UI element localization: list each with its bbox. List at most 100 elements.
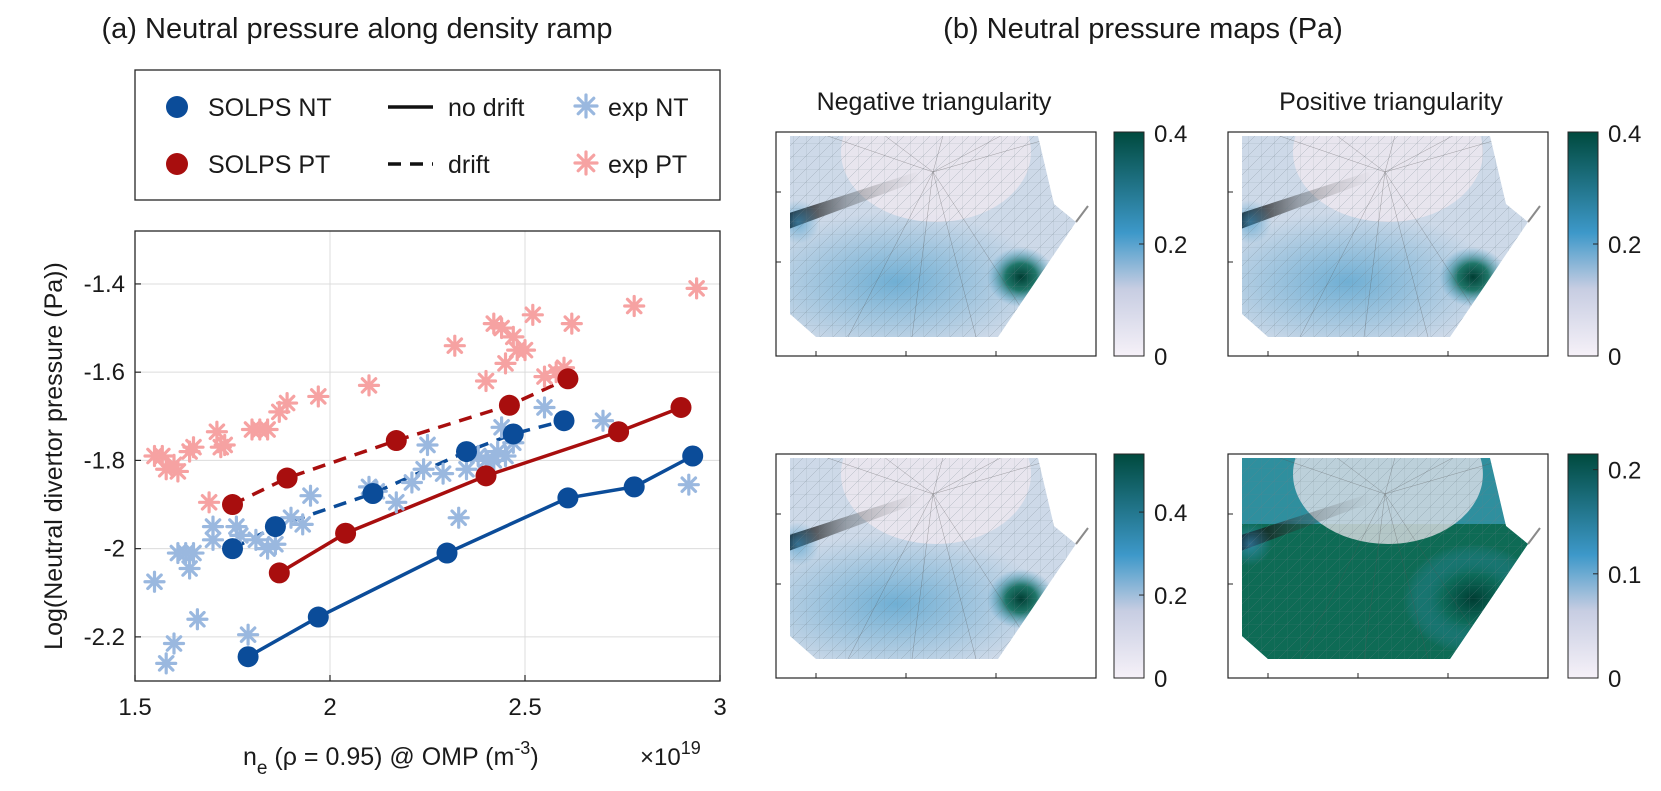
exp-pt-point	[151, 444, 174, 468]
solps-pt-drift-point	[557, 368, 579, 390]
map-field	[790, 458, 1076, 659]
colorbar-tick-label: 0.2	[1154, 583, 1187, 610]
legend-label-solps-pt: SOLPS PT	[208, 151, 330, 179]
solps-nt-no-drift-point	[623, 476, 645, 498]
column-title-positive: Positive triangularity	[1279, 88, 1503, 116]
x-multiplier-base: ×10	[640, 744, 681, 771]
map-mesh	[790, 458, 1076, 659]
exp-nt-point	[182, 541, 205, 565]
pressure-map-3: 0 0.2 0.4	[775, 453, 1187, 693]
map-flux-line	[932, 493, 977, 659]
exp-nt-point	[162, 632, 186, 655]
map-flux-line	[911, 493, 934, 659]
x-tick-label: 1.5	[118, 694, 151, 721]
plot-frame	[134, 230, 721, 682]
map-flux-line	[1384, 136, 1397, 173]
exp-pt-point	[443, 334, 466, 357]
solps-nt-no-drift-point	[557, 487, 579, 509]
panel-a-title: (a) Neutral pressure along density ramp	[102, 13, 613, 45]
axis-ticks: 1.5 2 2.5 3 -2.2 -2 -1.8 -1.6 -1.4	[84, 271, 727, 721]
legend-marker-solps-pt	[166, 153, 188, 175]
legend-label-exp-pt: exp PT	[608, 151, 687, 179]
solps-nt-drift-point	[264, 516, 286, 538]
colorbar: 0 0.2 0.4	[1567, 121, 1641, 371]
map-field	[790, 136, 1076, 337]
y-tick-label: -2	[104, 536, 125, 563]
pressure-map-2: 0 0.2 0.4	[1227, 121, 1641, 371]
colorbar-tick-label: 0	[1608, 344, 1621, 371]
exp-nt-point	[400, 471, 423, 494]
map-flux-line	[1384, 493, 1429, 659]
map-flux-line	[932, 136, 1009, 173]
chart-a: 1.5 2 2.5 3 -2.2 -2 -1.8 -1.6 -1.4 Log(Neutral d…	[40, 230, 727, 779]
colorbar-tick-label: 0.2	[1608, 458, 1641, 485]
exp-nt-point	[494, 444, 517, 468]
exp-nt-point	[299, 484, 322, 507]
solps-pt-drift-point	[276, 467, 298, 489]
pressure-map-1: 0 0.2 0.4	[775, 121, 1187, 371]
map-flux-line	[1363, 171, 1386, 337]
x-multiplier-exp: 19	[681, 738, 701, 758]
exp-pt-point	[521, 303, 544, 326]
map-flux-line	[815, 458, 934, 495]
solps-nt-drift-point	[222, 538, 243, 560]
solps-nt-drift-point	[553, 410, 575, 432]
exp-pt-point	[490, 316, 513, 340]
map-flux-line	[911, 171, 934, 337]
map-flux-line	[932, 458, 1009, 495]
solps-nt-no-drift-point	[307, 606, 329, 628]
legend-label-no-drift: no drift	[448, 94, 524, 122]
map-flux-line	[1299, 493, 1386, 659]
solps-pt-drift-point	[222, 494, 243, 516]
exp-pt-point	[685, 277, 708, 300]
x-label-n: n	[243, 743, 257, 771]
solps-pt-no-drift-point	[608, 421, 630, 443]
legend-marker-exp-pt	[573, 150, 599, 176]
column-title-negative: Negative triangularity	[817, 88, 1052, 116]
colorbar-bar	[1567, 453, 1599, 679]
solps-nt-no-drift-point	[436, 542, 458, 564]
solps-pt-drift-point	[498, 394, 520, 416]
exp-nt-point	[432, 462, 455, 485]
colorbar-tick-label: 0.1	[1608, 562, 1641, 589]
exp-nt-point	[264, 533, 287, 556]
map-flux-line	[932, 136, 945, 173]
legend-marker-exp-nt	[573, 93, 599, 119]
exp-pt-point	[182, 436, 205, 459]
solps-pt-no-drift-point	[335, 522, 357, 544]
legend-star-exp-pt	[573, 150, 599, 176]
map-flux-line	[815, 136, 934, 173]
y-axis-label: Log(Neutral divertor pressure (Pa))	[40, 262, 68, 650]
y-tick-label: -1.6	[84, 359, 125, 386]
solps-nt-no-drift-line	[247, 454, 694, 659]
colorbar-tick-label: 0.4	[1608, 121, 1641, 148]
y-tick-label: -1.8	[84, 447, 125, 474]
exp-nt-point	[237, 623, 260, 646]
map-flux-line	[847, 171, 934, 337]
exp-nt-point	[416, 433, 439, 457]
map-flux-line	[932, 458, 945, 495]
legend-star-exp-nt	[573, 93, 599, 119]
map-frame	[775, 131, 1097, 357]
exp-nt-point	[291, 513, 314, 536]
map-baffle	[1075, 205, 1089, 223]
exp-pt-point	[256, 418, 279, 441]
legend-label-exp-nt: exp NT	[608, 94, 689, 122]
solps-nt-no-drift-point	[237, 646, 259, 668]
exp-pt-point	[213, 433, 236, 457]
exp-nt-point	[385, 491, 408, 514]
x-tick-label: 2	[323, 694, 336, 721]
map-flux-line	[1267, 458, 1386, 495]
colorbar: 0 0.2 0.4	[1113, 121, 1187, 371]
x-multiplier: ×1019	[640, 738, 701, 771]
map-frame	[1227, 453, 1549, 679]
exp-pt-point	[166, 460, 189, 483]
solps-pt-no-drift-point	[475, 465, 497, 487]
x-tick-label: 3	[713, 694, 726, 721]
pressure-maps: 0 0.2 0.4 0 0.2 0.4 0 0.2 0.4 0 0.1 0.2	[775, 121, 1641, 693]
exp-nt-point	[591, 409, 615, 432]
colorbar: 0 0.2 0.4	[1113, 453, 1187, 693]
legend-marker-solps-nt	[166, 96, 188, 118]
exp-pt-point	[560, 312, 583, 335]
